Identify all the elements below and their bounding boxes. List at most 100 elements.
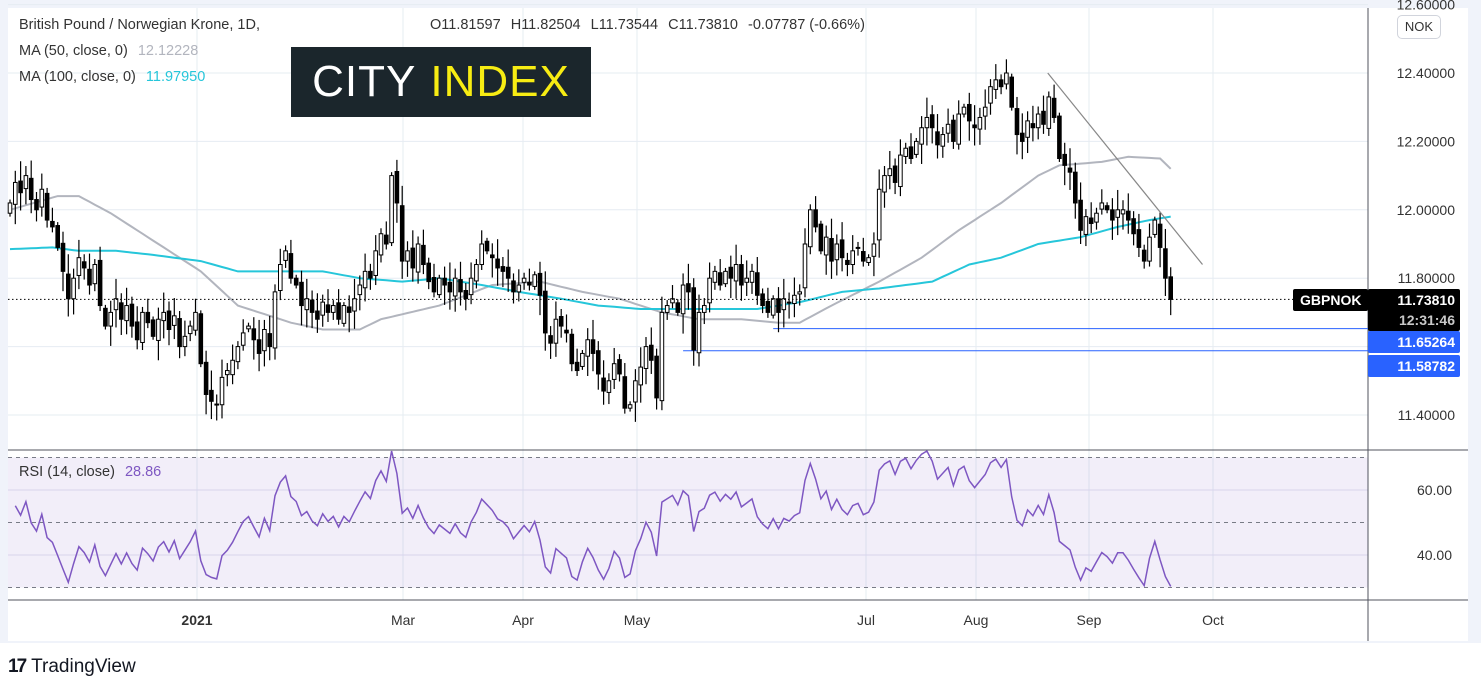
- level2-tag: [1368, 355, 1460, 377]
- ma100-line: [9, 215, 1171, 310]
- candle-bull: [643, 346, 649, 369]
- candle-bull: [140, 311, 145, 343]
- candle-bear: [686, 283, 691, 293]
- price-tick: 12.20000: [1397, 133, 1456, 149]
- candle-bull: [823, 236, 829, 256]
- candle-bull: [903, 147, 909, 157]
- candle-bull: [585, 339, 591, 357]
- ma100-label: MA (100, close, 0): [19, 69, 136, 85]
- candle-bull: [898, 154, 903, 188]
- candle-bull: [707, 277, 712, 304]
- logo-city: CITY: [312, 57, 417, 106]
- candle-bear: [309, 299, 315, 313]
- candle-bear: [569, 333, 575, 365]
- rsi-label: RSI (14, close): [19, 464, 115, 480]
- change-value: -0.07787 (-0.66%): [748, 17, 865, 33]
- candle-bull: [712, 270, 718, 283]
- candle-bull: [797, 291, 803, 295]
- candle-bear: [28, 177, 34, 201]
- candle-bull: [389, 175, 394, 244]
- tradingview-icon: 17: [8, 656, 27, 677]
- ma50-line: [9, 155, 1172, 331]
- currency-badge[interactable]: NOK: [1397, 15, 1441, 39]
- candle-bear: [463, 290, 469, 300]
- low-value: L11.73544: [590, 17, 659, 33]
- candle-bear: [564, 329, 569, 334]
- candle-bear: [87, 268, 92, 286]
- candle-bear: [421, 244, 426, 266]
- candle-bear: [394, 170, 400, 204]
- candle-bear: [251, 328, 257, 341]
- candle-bull: [850, 250, 856, 266]
- candle-bull: [855, 246, 861, 249]
- candle-bull: [283, 250, 288, 261]
- candle-bear: [336, 302, 341, 320]
- candle-bear: [967, 103, 972, 122]
- candle-bear: [484, 240, 490, 252]
- candle-bull: [7, 202, 13, 214]
- candle-bull: [977, 116, 983, 130]
- candle-bear: [198, 313, 204, 365]
- candle-bull: [124, 305, 129, 322]
- price-tick: 12.40000: [1397, 65, 1456, 81]
- tradingview-logo[interactable]: 17 TradingView: [8, 656, 136, 678]
- candle-bull: [638, 366, 644, 386]
- candle-bear: [1041, 110, 1046, 125]
- candle-bear: [755, 272, 760, 296]
- candle-bull: [39, 188, 45, 208]
- candle-bear: [558, 316, 564, 327]
- candle-bear: [346, 306, 352, 313]
- candle-bear: [765, 300, 771, 313]
- candle-bull: [670, 298, 675, 304]
- candle-bull: [452, 277, 458, 297]
- candle-bear: [368, 270, 373, 279]
- candle-bull: [702, 305, 707, 313]
- level1-value: 11.65264: [1397, 334, 1455, 350]
- candle-bear: [134, 321, 140, 341]
- candle-bull: [606, 380, 612, 393]
- candle-bull: [940, 134, 946, 147]
- candle-bull: [272, 291, 278, 349]
- price-tick: 12.60000: [1397, 0, 1456, 13]
- candle-bear: [66, 273, 71, 300]
- candle-bull: [876, 188, 882, 241]
- candle-bear: [177, 318, 182, 348]
- symbol-title: British Pound / Norwegian Krone, 1D,: [19, 17, 260, 33]
- candle-bear: [1020, 132, 1025, 142]
- candle-bear: [34, 199, 39, 211]
- candle-bear: [145, 311, 151, 324]
- candle-bull: [553, 318, 559, 344]
- candle-bull: [187, 325, 193, 335]
- candle-bull: [225, 370, 230, 376]
- level1-tag: [1368, 331, 1460, 353]
- candle-bear: [1110, 209, 1115, 221]
- candle-bull: [1083, 216, 1089, 235]
- candle-bear: [951, 119, 956, 142]
- candle-bear: [654, 355, 659, 399]
- level2-value: 11.58782: [1397, 358, 1455, 374]
- price-tick: 11.40000: [1398, 407, 1456, 423]
- candle-bear: [60, 242, 66, 272]
- candle-bear: [447, 281, 453, 293]
- ma50-legend[interactable]: MA (50, close, 0) 12.12228: [19, 43, 204, 59]
- candle-bear: [908, 146, 914, 159]
- trendline[interactable]: [1047, 72, 1203, 265]
- candle-bear: [505, 266, 511, 279]
- candle-bull: [532, 274, 538, 287]
- candle-bear: [209, 389, 214, 402]
- candle-bear: [1136, 229, 1142, 248]
- candle-bull: [304, 298, 310, 311]
- candle-bull: [341, 305, 347, 324]
- candle-bull: [866, 257, 871, 263]
- candle-bull: [1099, 202, 1105, 210]
- candle-bear: [55, 225, 61, 248]
- ma100-legend[interactable]: MA (100, close, 0) 11.97950: [19, 69, 211, 85]
- candle-bull: [786, 301, 792, 304]
- candle-bull: [1152, 219, 1158, 235]
- candle-bear: [1030, 123, 1036, 129]
- candle-bull: [479, 243, 484, 266]
- rsi-legend[interactable]: RSI (14, close) 28.86: [19, 464, 167, 480]
- candle-bear: [325, 304, 331, 313]
- candle-bull: [352, 298, 357, 312]
